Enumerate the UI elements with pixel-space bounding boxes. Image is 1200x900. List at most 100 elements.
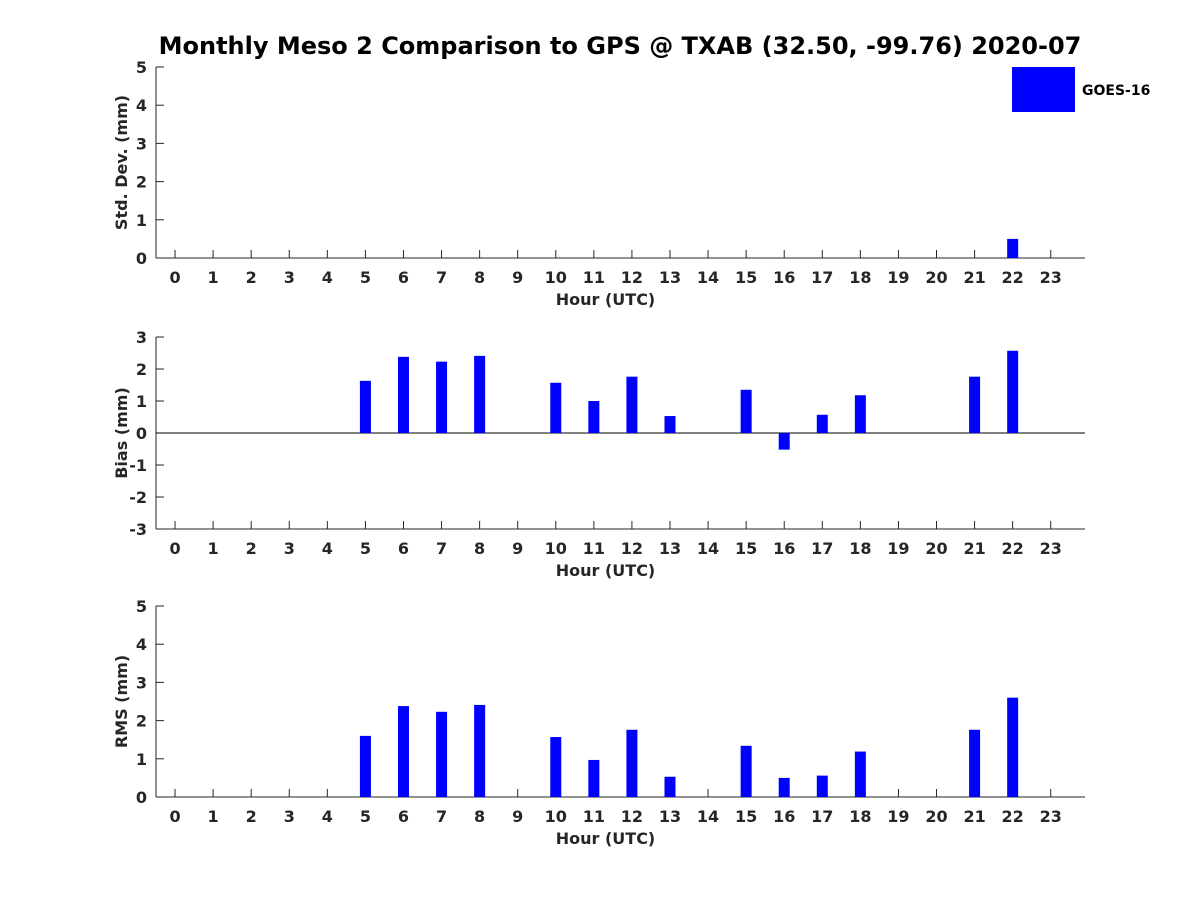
x-tick-label: 12 (621, 268, 643, 287)
bar-hour-16 (778, 433, 790, 450)
bar-hour-15 (740, 389, 752, 433)
x-tick-label: 17 (811, 807, 833, 826)
x-tick-label: 23 (1040, 539, 1062, 558)
y-tick-label: 1 (136, 750, 147, 769)
x-tick-label: 19 (887, 268, 909, 287)
x-tick-label: 0 (169, 807, 180, 826)
bar-hour-15 (740, 745, 752, 797)
x-tick-label: 20 (925, 539, 947, 558)
y-tick-label: 5 (136, 58, 147, 77)
x-tick-label: 12 (621, 807, 643, 826)
x-tick-label: 16 (773, 268, 795, 287)
x-tick-label: 19 (887, 539, 909, 558)
y-tick-label: -1 (129, 456, 147, 475)
bar-hour-10 (550, 382, 562, 433)
x-tick-label: 0 (169, 268, 180, 287)
x-tick-label: 8 (474, 268, 485, 287)
x-tick-label: 3 (284, 539, 295, 558)
x-tick-label: 11 (583, 268, 605, 287)
x-tick-label: 7 (436, 807, 447, 826)
x-tick-label: 7 (436, 539, 447, 558)
bar-hour-18 (854, 751, 866, 797)
x-tick-label: 18 (849, 268, 871, 287)
x-tick-label: 16 (773, 807, 795, 826)
x-tick-label: 3 (284, 807, 295, 826)
x-tick-label: 20 (925, 807, 947, 826)
y-tick-label: -2 (129, 488, 147, 507)
bar-hour-17 (816, 414, 828, 433)
y-axis-label: Bias (mm) (112, 387, 131, 479)
x-tick-label: 2 (246, 807, 257, 826)
x-tick-label: 13 (659, 807, 681, 826)
y-tick-label: 5 (136, 597, 147, 616)
y-tick-label: 2 (136, 712, 147, 731)
x-tick-label: 8 (474, 539, 485, 558)
x-tick-label: 4 (322, 268, 333, 287)
bar-hour-11 (588, 401, 600, 433)
x-tick-label: 14 (697, 539, 719, 558)
y-tick-label: -3 (129, 520, 147, 539)
bar-hour-8 (474, 704, 486, 797)
x-tick-label: 16 (773, 539, 795, 558)
bar-hour-10 (550, 737, 562, 797)
x-tick-label: 6 (398, 268, 409, 287)
x-tick-label: 21 (963, 268, 985, 287)
x-tick-label: 1 (208, 807, 219, 826)
x-tick-label: 5 (360, 539, 371, 558)
bar-hour-8 (474, 355, 486, 433)
y-tick-label: 3 (136, 134, 147, 153)
x-tick-label: 18 (849, 539, 871, 558)
x-tick-label: 7 (436, 268, 447, 287)
y-tick-label: 0 (136, 424, 147, 443)
bar-hour-22 (1007, 238, 1019, 258)
x-tick-label: 13 (659, 539, 681, 558)
x-tick-label: 5 (360, 268, 371, 287)
bar-hour-17 (816, 775, 828, 797)
x-tick-label: 18 (849, 807, 871, 826)
x-tick-label: 2 (246, 268, 257, 287)
x-tick-label: 11 (583, 539, 605, 558)
x-tick-label: 23 (1040, 807, 1062, 826)
x-tick-label: 19 (887, 807, 909, 826)
x-tick-label: 9 (512, 268, 523, 287)
bar-hour-13 (664, 416, 676, 433)
figure-title: Monthly Meso 2 Comparison to GPS @ TXAB … (159, 32, 1082, 60)
x-tick-label: 9 (512, 807, 523, 826)
x-tick-label: 2 (246, 539, 257, 558)
x-tick-label: 14 (697, 807, 719, 826)
x-tick-label: 1 (208, 268, 219, 287)
bar-hour-12 (626, 376, 638, 433)
bar-hour-6 (397, 356, 409, 433)
x-tick-label: 6 (398, 807, 409, 826)
x-tick-label: 13 (659, 268, 681, 287)
x-tick-label: 10 (545, 268, 567, 287)
x-tick-label: 4 (322, 539, 333, 558)
legend-swatch-goes-16 (1012, 67, 1075, 112)
x-tick-label: 6 (398, 539, 409, 558)
bar-hour-7 (436, 361, 448, 433)
x-tick-label: 14 (697, 268, 719, 287)
y-tick-label: 0 (136, 249, 147, 268)
x-tick-label: 12 (621, 539, 643, 558)
bar-hour-11 (588, 759, 600, 797)
y-axis-label: Std. Dev. (mm) (112, 95, 131, 230)
y-tick-label: 1 (136, 392, 147, 411)
bar-hour-12 (626, 729, 638, 797)
x-tick-label: 21 (963, 539, 985, 558)
x-tick-label: 23 (1040, 268, 1062, 287)
bar-hour-22 (1007, 350, 1019, 433)
x-tick-label: 3 (284, 268, 295, 287)
bar-hour-21 (969, 376, 981, 433)
x-axis-label: Hour (UTC) (556, 290, 656, 309)
y-tick-label: 2 (136, 360, 147, 379)
y-tick-label: 4 (136, 96, 147, 115)
bar-hour-7 (436, 711, 448, 797)
x-tick-label: 0 (169, 539, 180, 558)
x-tick-label: 20 (925, 268, 947, 287)
x-tick-label: 15 (735, 807, 757, 826)
x-axis-label: Hour (UTC) (556, 561, 656, 580)
